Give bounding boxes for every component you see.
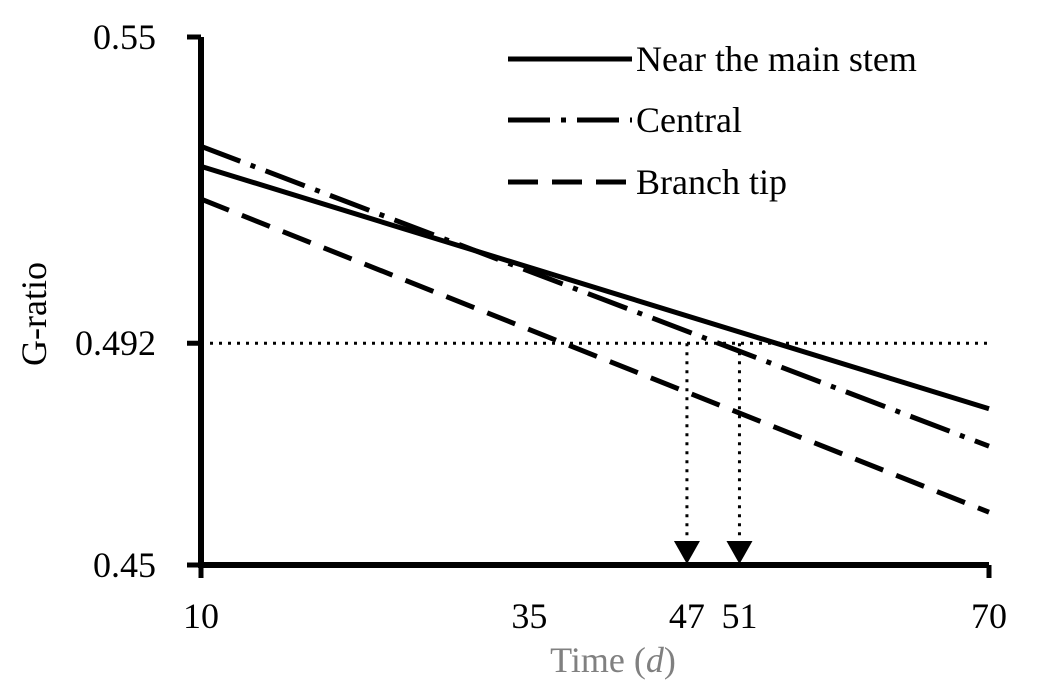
legend-label-branch-tip: Branch tip (636, 162, 787, 202)
y-tick-label: 0.45 (93, 545, 156, 585)
x-axis-title: Time (d) (550, 640, 676, 680)
y-tick-label: 0.492 (75, 323, 156, 363)
x-tick-label: 47 (669, 596, 705, 636)
series-line-branch-tip (200, 196, 990, 515)
x-tick-label: 35 (511, 596, 547, 636)
x-tick-label: 70 (971, 596, 1007, 636)
legend-label-central: Central (636, 100, 742, 140)
y-tick-label: 0.55 (93, 17, 156, 57)
plot-area: 0.45 0.492 0.55 10 35 47 51 70 Near the main ste… (75, 17, 1007, 636)
legend-label-near-the-main-stem: Near the main stem (636, 39, 917, 79)
x-axis-unit: d (646, 640, 665, 680)
marker-arrow-47 (673, 541, 700, 564)
series-line-near-the-main-stem (200, 163, 990, 412)
x-tick-label: 10 (183, 596, 219, 636)
series-line-central (200, 143, 990, 449)
marker-arrow-51 (726, 541, 753, 564)
x-tick-label: 51 (721, 596, 757, 636)
y-axis-title: G-ratio (14, 262, 54, 366)
x-axis-title-label: Time (550, 640, 625, 680)
